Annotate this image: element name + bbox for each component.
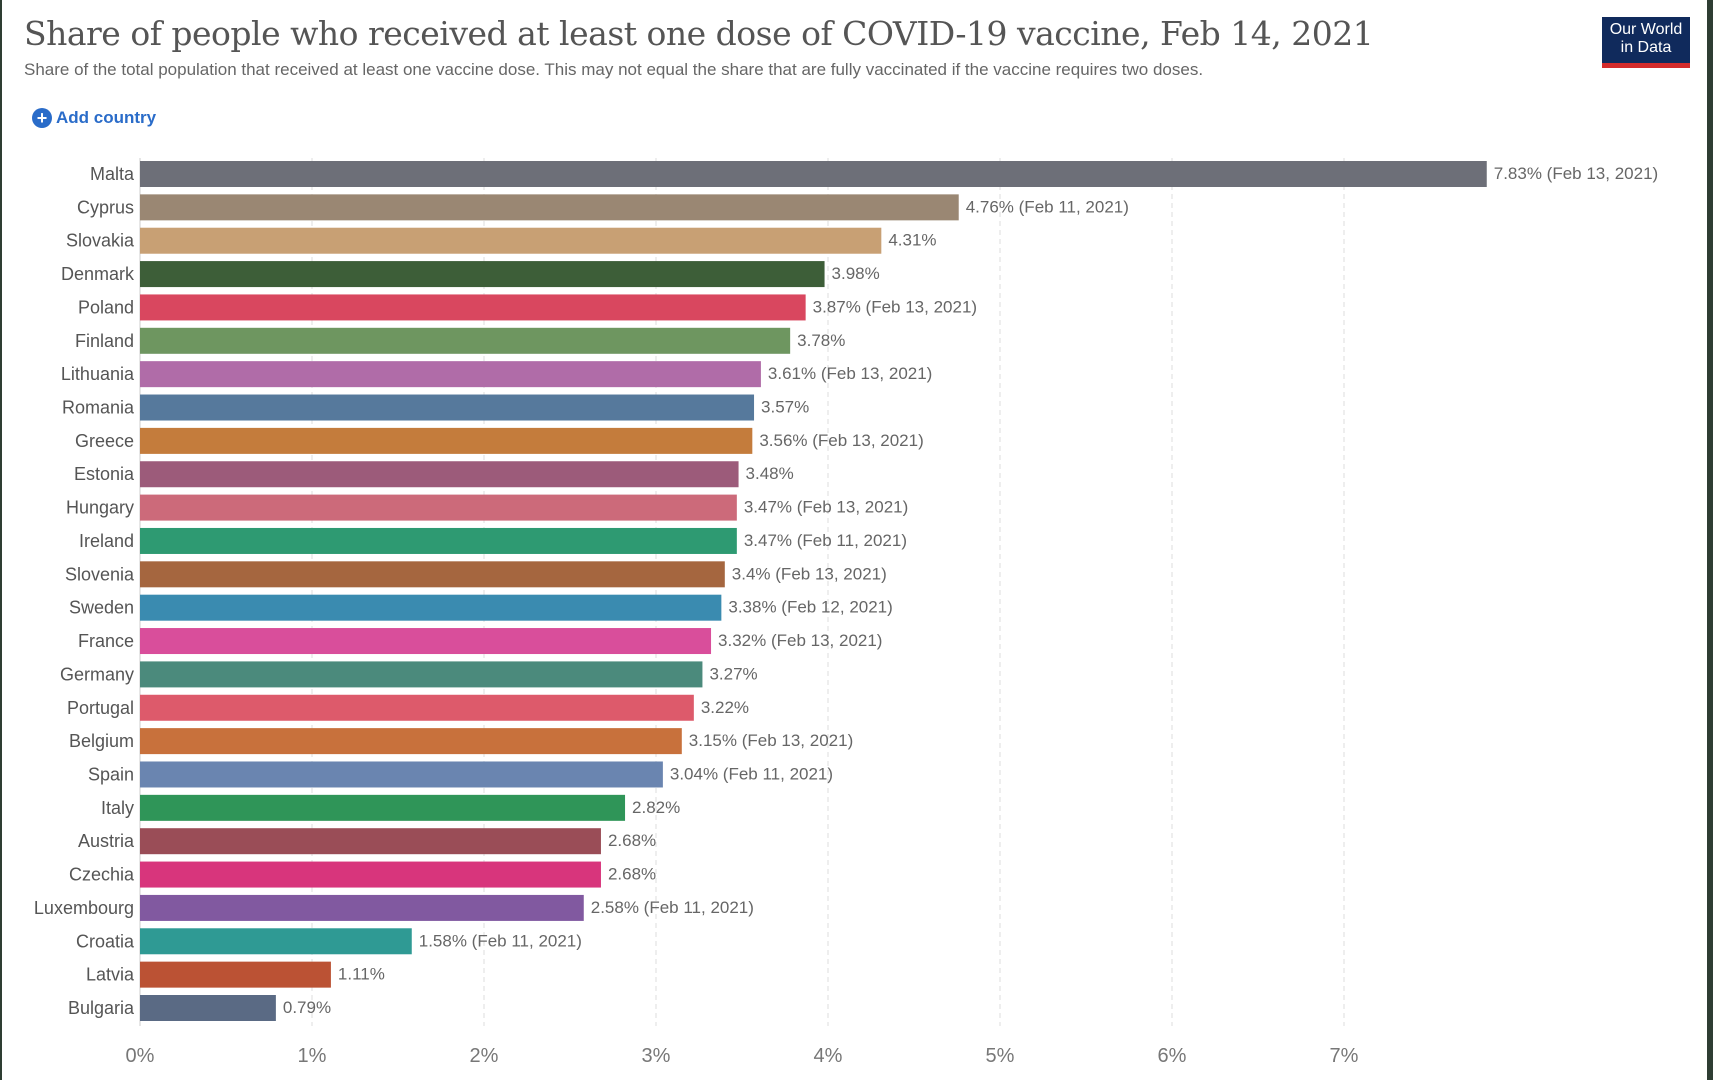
data-label: 3.57% [761, 398, 809, 417]
bar-italy [140, 794, 626, 821]
add-country-label: Add country [56, 108, 157, 127]
bar-lithuania [140, 361, 761, 388]
category-label: Denmark [61, 264, 135, 284]
category-label: Germany [60, 664, 134, 684]
category-label: Romania [62, 398, 135, 418]
data-label: 3.04% (Feb 11, 2021) [670, 764, 833, 783]
bar-greece [140, 427, 753, 454]
x-tick-label: 2% [470, 1045, 499, 1067]
data-label: 1.58% (Feb 11, 2021) [419, 931, 582, 950]
bar-poland [140, 294, 806, 321]
data-label: 3.78% [797, 331, 845, 350]
data-label: 3.32% (Feb 13, 2021) [718, 631, 882, 650]
category-label: Slovakia [66, 231, 135, 251]
x-tick-label: 5% [986, 1045, 1015, 1067]
add-country-button[interactable]: + Add country [32, 108, 156, 128]
bar-slovakia [140, 227, 882, 254]
category-label: Croatia [76, 931, 135, 951]
category-label: Czechia [69, 865, 135, 885]
bar-germany [140, 661, 703, 688]
data-label: 3.48% [746, 464, 794, 483]
category-label: Greece [75, 431, 134, 451]
data-label: 3.22% [701, 698, 749, 717]
bar-romania [140, 394, 755, 421]
bar-spain [140, 761, 663, 788]
data-label: 1.11% [338, 965, 385, 984]
category-label: Belgium [69, 731, 134, 751]
category-label: Poland [78, 297, 134, 317]
category-label: Lithuania [61, 364, 135, 384]
bar-finland [140, 327, 791, 354]
data-label: 3.47% (Feb 11, 2021) [744, 531, 907, 550]
x-tick-label: 7% [1330, 1045, 1359, 1067]
bar-luxembourg [140, 894, 584, 921]
data-label: 2.68% [608, 865, 656, 884]
category-label: Ireland [79, 531, 134, 551]
bar-czechia [140, 861, 601, 888]
category-label: Finland [75, 331, 134, 351]
category-label: Bulgaria [68, 998, 135, 1018]
bar-denmark [140, 261, 825, 288]
data-label: 4.31% [888, 231, 936, 250]
bar-sweden [140, 594, 722, 621]
x-tick-label: 4% [814, 1045, 843, 1067]
category-label: Spain [88, 764, 134, 784]
bar-estonia [140, 461, 739, 488]
data-label: 4.76% (Feb 11, 2021) [966, 197, 1129, 216]
bar-cyprus [140, 194, 959, 221]
frame-left [0, 0, 2, 1080]
logo-line2: in Data [1620, 39, 1672, 56]
frame-right [1707, 0, 1713, 1080]
logo-line1: Our World [1609, 21, 1683, 38]
bar-france [140, 628, 712, 655]
data-label: 0.79% [283, 998, 331, 1017]
x-tick-label: 1% [298, 1045, 327, 1067]
bar-latvia [140, 961, 331, 988]
data-label: 3.27% [709, 664, 757, 683]
owid-logo[interactable]: Our World in Data [1602, 17, 1690, 68]
category-label: Italy [101, 798, 134, 818]
data-label: 3.38% (Feb 12, 2021) [728, 598, 892, 617]
bar-belgium [140, 728, 682, 755]
bar-bulgaria [140, 995, 276, 1021]
bar-croatia [140, 928, 412, 955]
data-label: 3.4% (Feb 13, 2021) [732, 564, 887, 583]
plus-circle-icon: + [32, 108, 52, 128]
category-label: Latvia [86, 965, 135, 985]
data-label: 7.83% (Feb 13, 2021) [1494, 164, 1658, 183]
data-label: 3.61% (Feb 13, 2021) [768, 364, 932, 383]
chart-title: Share of people who received at least on… [24, 14, 1374, 53]
category-label: Luxembourg [34, 898, 134, 918]
category-label: Estonia [74, 464, 135, 484]
category-label: Austria [78, 831, 135, 851]
x-tick-label: 0% [126, 1045, 155, 1067]
category-label: Malta [90, 164, 135, 184]
bar-ireland [140, 527, 737, 554]
category-label: Portugal [67, 698, 134, 718]
category-label: Sweden [69, 598, 134, 618]
data-label: 3.87% (Feb 13, 2021) [813, 297, 977, 316]
category-label: Hungary [66, 498, 134, 518]
bar-austria [140, 828, 601, 855]
data-label: 2.58% (Feb 11, 2021) [591, 898, 754, 917]
bar-portugal [140, 694, 694, 721]
data-label: 3.15% (Feb 13, 2021) [689, 731, 853, 750]
data-label: 2.82% [632, 798, 680, 817]
category-label: France [78, 631, 134, 651]
category-label: Cyprus [77, 197, 134, 217]
category-label: Slovenia [65, 564, 135, 584]
bar-malta [140, 161, 1487, 187]
data-label: 3.47% (Feb 13, 2021) [744, 498, 908, 517]
x-tick-label: 3% [642, 1045, 671, 1067]
data-label: 3.98% [832, 264, 880, 283]
chart-subtitle: Share of the total population that recei… [24, 60, 1204, 79]
x-tick-label: 6% [1158, 1045, 1187, 1067]
bar-slovenia [140, 561, 725, 588]
data-label: 2.68% [608, 831, 656, 850]
data-label: 3.56% (Feb 13, 2021) [759, 431, 923, 450]
bar-hungary [140, 494, 737, 521]
